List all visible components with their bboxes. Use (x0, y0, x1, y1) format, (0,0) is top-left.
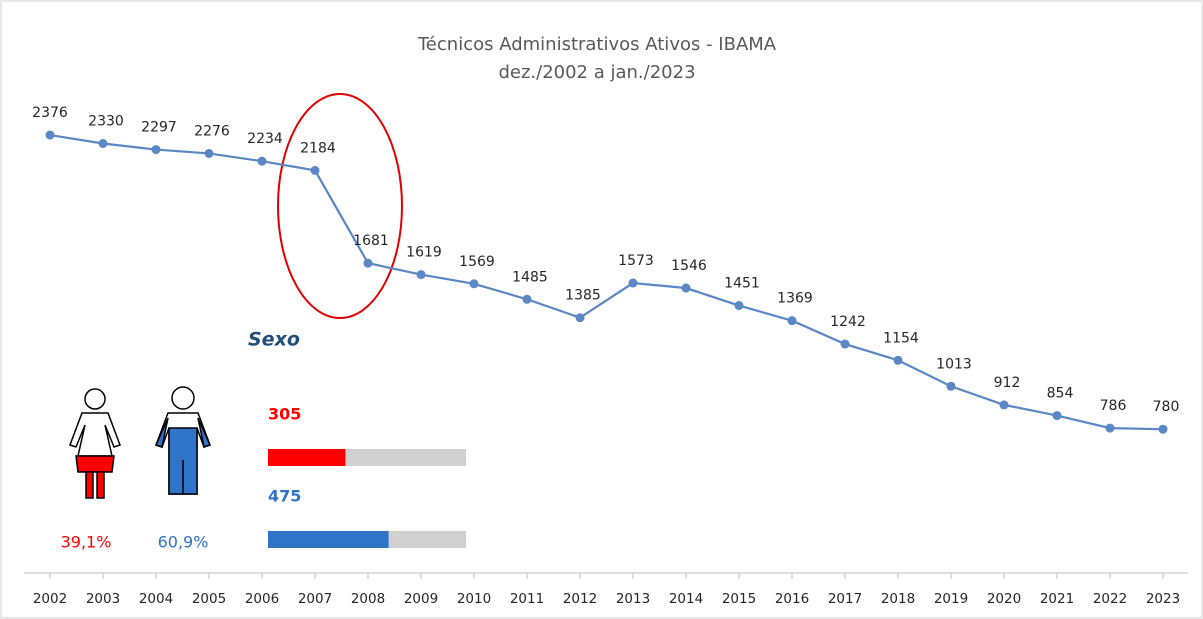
point (416, 270, 426, 280)
x-tick-label: 2002 (33, 591, 67, 607)
point (946, 381, 956, 391)
x-tick-label: 2017 (828, 591, 862, 607)
data-label: 1569 (459, 254, 495, 270)
count-label: 475 (268, 487, 301, 506)
x-tick-label: 2009 (404, 591, 438, 607)
point (681, 283, 691, 293)
data-label: 2276 (194, 123, 230, 139)
point (1105, 423, 1115, 433)
data-label: 1013 (936, 356, 972, 372)
data-label: 2297 (141, 120, 177, 136)
point (45, 130, 55, 140)
point (999, 400, 1009, 410)
point (1052, 411, 1062, 421)
x-tick-label: 2012 (563, 591, 597, 607)
data-label: 1242 (830, 314, 866, 330)
data-label: 1546 (671, 258, 707, 274)
point (628, 278, 638, 288)
data-label: 1681 (353, 233, 389, 249)
x-tick-label: 2008 (351, 591, 385, 607)
percent-label: 39,1% (61, 533, 112, 552)
point (469, 279, 479, 289)
panel-title: Sexo (248, 329, 300, 351)
x-tick-label: 2010 (457, 591, 491, 607)
x-tick-label: 2022 (1093, 591, 1127, 607)
point (151, 145, 161, 155)
x-tick-label: 2020 (987, 591, 1021, 607)
x-tick-label: 2007 (298, 591, 332, 607)
point (257, 156, 267, 166)
x-tick-label: 2006 (245, 591, 279, 607)
data-label: 2234 (247, 131, 283, 147)
x-tick-label: 2011 (510, 591, 544, 607)
data-label: 2184 (300, 140, 336, 156)
x-tick-label: 2004 (139, 591, 173, 607)
data-label: 786 (1100, 398, 1127, 414)
point (734, 301, 744, 311)
data-label: 912 (994, 375, 1021, 391)
x-tick-label: 2021 (1040, 591, 1074, 607)
data-label: 1154 (883, 330, 919, 346)
point (522, 294, 532, 304)
data-label: 1369 (777, 291, 813, 307)
male-icon (154, 386, 212, 495)
x-tick-label: 2016 (775, 591, 809, 607)
data-label: 1573 (618, 253, 654, 269)
chart-subtitle: dez./2002 a jan./2023 (498, 62, 695, 83)
data-label: 1385 (565, 288, 601, 304)
point (1158, 424, 1168, 434)
point (787, 316, 797, 326)
data-label: 780 (1153, 399, 1180, 415)
x-tick-label: 2014 (669, 591, 703, 607)
chart-title: Técnicos Administrativos Ativos - IBAMA (417, 34, 777, 55)
series-line (49, 133, 1164, 431)
data-label: 1619 (406, 245, 442, 261)
x-tick-label: 2018 (881, 591, 915, 607)
x-tick-label: 2003 (86, 591, 120, 607)
point (840, 339, 850, 349)
point (363, 258, 373, 268)
count-label: 305 (268, 405, 301, 424)
data-label: 2330 (88, 114, 124, 130)
bar (268, 531, 389, 548)
data-label: 1485 (512, 269, 548, 285)
x-tick-label: 2023 (1146, 591, 1180, 607)
x-tick-label: 2013 (616, 591, 650, 607)
point (893, 355, 903, 365)
data-label: 2376 (32, 105, 68, 121)
point (310, 165, 320, 175)
x-tick-label: 2019 (934, 591, 968, 607)
data-label: 854 (1047, 386, 1074, 402)
highlight-ellipse (277, 93, 403, 319)
x-tick-label: 2005 (192, 591, 226, 607)
female-icon (69, 388, 121, 499)
data-label: 1451 (724, 276, 760, 292)
x-tick-label: 2015 (722, 591, 756, 607)
bar (268, 449, 346, 466)
percent-label: 60,9% (158, 533, 209, 552)
point (98, 139, 108, 149)
point (204, 148, 214, 158)
point (575, 313, 585, 323)
